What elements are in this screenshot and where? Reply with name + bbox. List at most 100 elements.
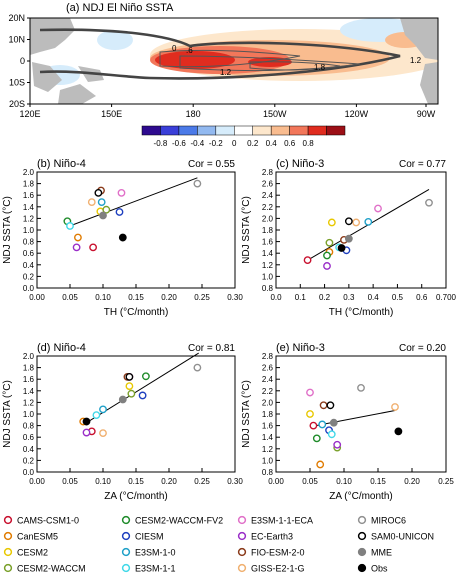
x-tick-label: 0.30 xyxy=(227,293,243,302)
data-point xyxy=(115,208,124,216)
colorbar-swatch xyxy=(326,125,346,136)
correlation-label: Cor = 0.77 xyxy=(399,159,446,170)
legend-label: CESM2 xyxy=(17,548,48,558)
x-tick-label: 0.2 xyxy=(319,293,331,302)
colorbar-swatch xyxy=(141,125,161,136)
colorbar-tick-label: -0.2 xyxy=(209,139,223,148)
colorbar-tick-label: -0.4 xyxy=(190,139,204,148)
colorbar-swatch xyxy=(160,125,180,136)
x-tick-label: 0.10 xyxy=(336,477,352,486)
scatter-panel-nino4-th: (b) Niño-4 Cor = 0.550.00 0.05 0.10 0.15 0.20… xyxy=(2,158,243,318)
legend-label: CAMS-CSM1-0 xyxy=(17,516,79,526)
map-title: (a) NDJ El Niño SSTA xyxy=(66,2,174,14)
y-tick-label: 0.4 xyxy=(23,445,35,454)
sst-cool-region xyxy=(97,30,133,50)
legend-marker xyxy=(121,547,131,557)
x-tick-label: 0.05 xyxy=(62,293,78,302)
data-point xyxy=(344,234,353,243)
data-point xyxy=(97,198,106,207)
map-y-tick-label: 20S xyxy=(9,99,25,109)
panel-title: (b) Niño-4 xyxy=(37,158,86,170)
y-tick-label: 2.0 xyxy=(262,398,274,407)
data-point xyxy=(74,233,82,242)
legend-marker xyxy=(3,563,13,573)
y-tick-label: 0.0 xyxy=(23,468,35,477)
x-tick-label: 0.5 xyxy=(392,293,404,302)
y-tick-label: 1.0 xyxy=(262,456,274,465)
y-tick-label: 0.4 xyxy=(23,261,35,270)
map-y-tick-label: 0 xyxy=(20,56,25,66)
legend-label: MIROC6 xyxy=(371,516,406,526)
legend-marker xyxy=(237,563,247,573)
map-x-tick-label: 150W xyxy=(263,109,287,119)
x-tick-label: 0.00 xyxy=(29,293,45,302)
y-tick-label: 1.6 xyxy=(23,375,35,384)
colorbar: -0.8 -0.6 -0.4 -0.2 0 0.2 0.4 0.6 0.8 xyxy=(141,125,346,148)
y-tick-label: 2.6 xyxy=(262,180,274,189)
y-tick-label: 2.6 xyxy=(262,364,274,373)
scatter-panel-nino4-za: (d) Niño-4 Cor = 0.810.00 0.05 0.10 0.15 0.20… xyxy=(2,342,243,502)
y-tick-label: 2.0 xyxy=(23,168,35,177)
colorbar-tick-label: -0.6 xyxy=(172,139,186,148)
colorbar-swatch xyxy=(178,125,198,136)
regression-line xyxy=(66,177,198,228)
y-axis-label: NDJ SSTA (°C) xyxy=(241,196,252,264)
legend-marker xyxy=(3,531,13,541)
data-point xyxy=(92,411,101,420)
y-tick-label: 0.6 xyxy=(23,249,35,258)
legend-label: GISS-E2-1-G xyxy=(251,564,305,573)
x-tick-label: 0.20 xyxy=(161,477,177,486)
map-x-tick-label: 90W xyxy=(417,109,436,119)
y-tick-label: 0.8 xyxy=(23,422,35,431)
data-point xyxy=(327,218,336,227)
data-point xyxy=(394,427,403,436)
y-tick-label: 2.0 xyxy=(262,214,274,223)
legend-marker xyxy=(357,547,367,557)
y-tick-label: 1.2 xyxy=(23,398,35,407)
legend-label: CanESM5 xyxy=(17,532,58,542)
x-tick-label: 0.25 xyxy=(194,477,210,486)
legend-label: CESM2-WACCM xyxy=(17,564,86,573)
plot-frame xyxy=(36,171,236,289)
data-point xyxy=(352,218,361,227)
data-point xyxy=(127,389,136,398)
y-tick-label: 1.0 xyxy=(23,226,35,235)
colorbar-tick-label: 0 xyxy=(232,139,237,148)
map-y-tick-label: 20N xyxy=(8,13,25,23)
x-tick-label: 0.4 xyxy=(368,293,380,302)
map-y-ticks: 20N 10N 0 10S 20S xyxy=(8,13,30,109)
legend-label: E3SM-1-1 xyxy=(135,564,176,573)
contour-1-2 xyxy=(179,55,361,72)
y-tick-label: 2.4 xyxy=(262,191,274,200)
data-point xyxy=(89,243,98,252)
map-x-tick-label: 120E xyxy=(19,109,40,119)
y-axis-label: NDJ SSTA (°C) xyxy=(2,380,13,448)
y-tick-label: 1.6 xyxy=(262,238,274,247)
y-tick-label: 1.8 xyxy=(23,180,35,189)
data-point xyxy=(66,222,74,230)
y-tick-label: 1.4 xyxy=(262,433,274,442)
data-point xyxy=(309,421,318,430)
contour-label: .6 xyxy=(186,46,193,55)
data-point xyxy=(87,198,96,207)
x-tick-label: 0.05 xyxy=(302,477,318,486)
contour-label: 1.2 xyxy=(220,68,232,77)
contour-1-8 xyxy=(249,61,341,71)
contour-label: 1.8 xyxy=(314,63,326,72)
data-point xyxy=(306,388,314,397)
x-tick-label: 0.15 xyxy=(128,477,144,486)
data-point xyxy=(319,401,328,410)
data-point xyxy=(316,460,325,469)
map-x-tick-label: 120W xyxy=(345,109,369,119)
y-tick-label: 1.2 xyxy=(262,261,274,270)
x-tick-label: 0.00 xyxy=(29,477,45,486)
legend-marker xyxy=(121,563,131,573)
land-maritime xyxy=(32,62,62,92)
data-point xyxy=(138,391,147,400)
y-tick-label: 2.2 xyxy=(262,203,274,212)
legend-label: SAM0-UNICON xyxy=(371,532,434,542)
x-tick-label: 0.25 xyxy=(438,477,454,486)
correlation-label: Cor = 0.20 xyxy=(399,343,446,354)
land-asia xyxy=(30,18,75,55)
